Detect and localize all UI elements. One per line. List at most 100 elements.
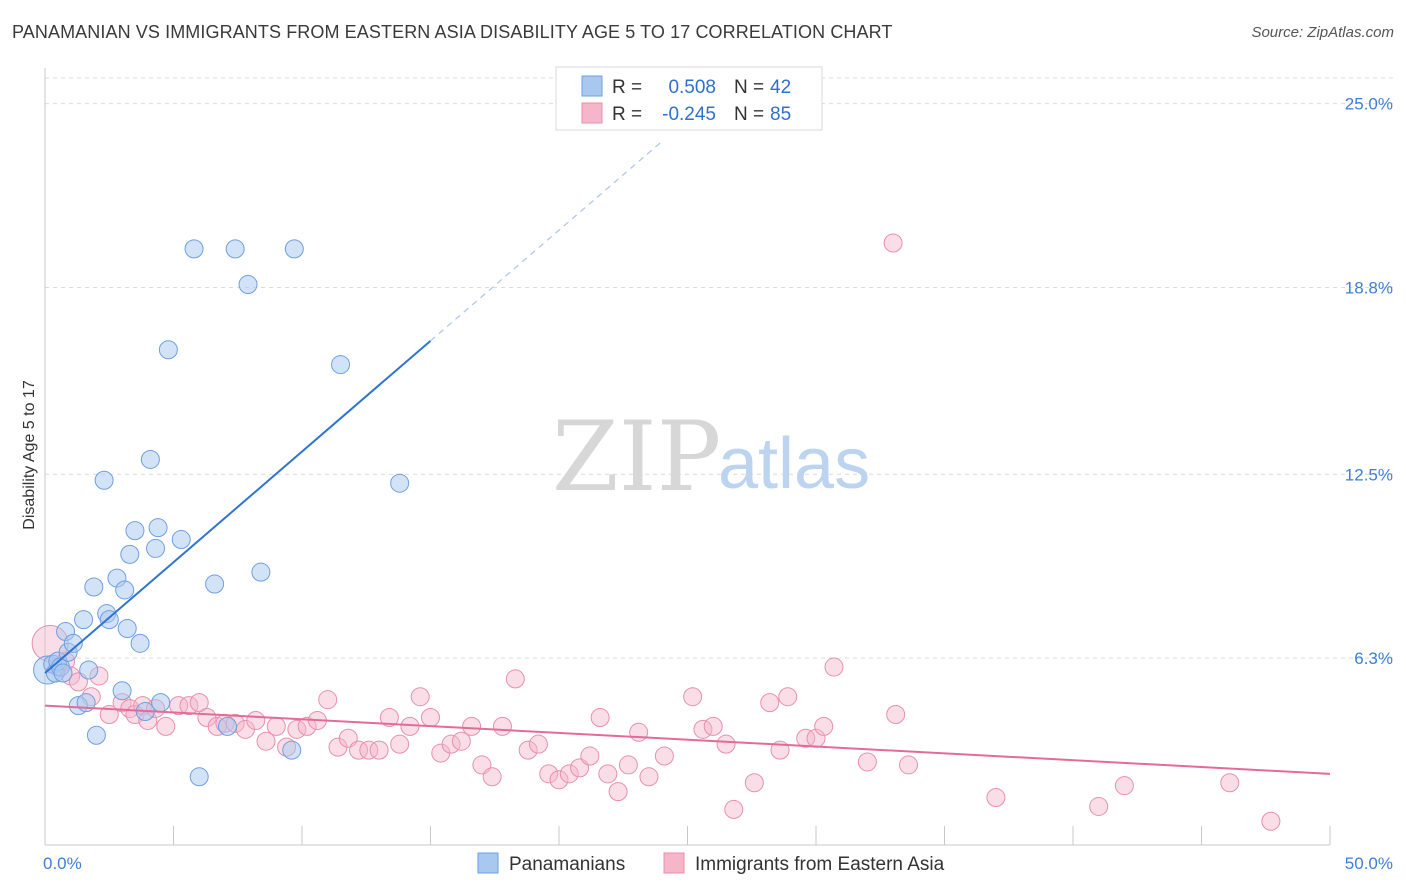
legend-r-label-pink: R =	[612, 104, 642, 125]
pink-point	[379, 707, 399, 727]
trend-lines	[44, 141, 1331, 775]
x-tick-marks	[44, 826, 1331, 845]
pink-point	[451, 731, 471, 751]
pink-point	[580, 746, 600, 766]
x-tick-label-min: 0.0%	[43, 854, 82, 873]
y-tick-labels: 6.3% 12.5% 18.8% 25.0%	[1345, 95, 1393, 669]
y-tick-label: 12.5%	[1345, 465, 1393, 484]
pink-point	[654, 746, 674, 766]
pink-point	[639, 767, 659, 787]
pink-point	[778, 687, 798, 707]
blue-point	[74, 610, 94, 630]
pink-point	[608, 782, 628, 802]
pink-point	[246, 710, 266, 730]
pink-point	[899, 755, 919, 775]
pink-point	[760, 693, 780, 713]
pink-point	[297, 716, 317, 736]
pink-point	[359, 740, 379, 760]
pink-point	[266, 716, 286, 736]
pink-point	[421, 707, 440, 727]
blue-point	[94, 470, 114, 490]
bottom-legend-label-pink: Immigrants from Eastern Asia	[695, 854, 945, 875]
blue-point	[117, 619, 137, 639]
blue-point	[148, 518, 168, 538]
pink-point	[986, 788, 1006, 808]
blue-series-points	[33, 239, 410, 787]
pink-point	[618, 755, 638, 775]
blue-point	[115, 580, 135, 600]
pink-point	[1220, 773, 1240, 793]
bottom-legend: Panamanians Immigrants from Eastern Asia	[477, 852, 945, 875]
pink-point	[505, 669, 525, 689]
pink-point	[629, 722, 649, 742]
pink-point	[256, 731, 276, 751]
y-axis-label: Disability Age 5 to 17	[21, 380, 38, 530]
pink-point	[744, 773, 764, 793]
blue-point	[86, 725, 106, 745]
pink-point	[598, 764, 618, 784]
blue-point	[99, 610, 119, 630]
legend-n-value-blue: 42	[770, 77, 791, 98]
pink-point	[349, 740, 369, 760]
blue-point	[140, 449, 160, 469]
pink-point	[492, 716, 512, 736]
pink-point	[796, 728, 816, 748]
y-tick-label: 25.0%	[1345, 95, 1393, 114]
pink-point	[590, 707, 610, 727]
pink-point	[1114, 776, 1134, 796]
pink-point	[824, 657, 844, 677]
pink-point	[549, 770, 569, 790]
blue-point	[125, 521, 145, 541]
pink-point	[156, 716, 176, 736]
pink-point	[1261, 811, 1281, 831]
legend-r-label-blue: R =	[612, 77, 642, 98]
pink-point	[703, 716, 723, 736]
pink-point	[400, 716, 420, 736]
pink-point	[814, 716, 834, 736]
legend-n-value-pink: 85	[770, 104, 791, 125]
blue-point	[184, 239, 204, 259]
pink-point	[528, 734, 548, 754]
pink-point	[857, 752, 877, 772]
pink-point	[369, 740, 389, 760]
bottom-legend-label-blue: Panamanians	[509, 854, 625, 875]
blue-trend-extension	[430, 141, 663, 342]
x-tick-label-max: 50.0%	[1345, 854, 1393, 873]
legend-r-value-pink: -0.245	[662, 104, 716, 125]
blue-point	[151, 693, 171, 713]
blue-point	[84, 577, 104, 597]
pink-point	[410, 687, 430, 707]
blue-point	[331, 355, 351, 375]
blue-point	[53, 663, 73, 683]
blue-point	[284, 239, 304, 259]
pink-point	[518, 740, 538, 760]
blue-point	[120, 544, 140, 564]
pink-point	[716, 734, 736, 754]
pink-point	[539, 764, 559, 784]
pink-point	[886, 705, 906, 725]
pink-point	[683, 687, 703, 707]
pink-series-points	[31, 233, 1281, 831]
pink-point	[883, 233, 903, 253]
y-tick-label: 6.3%	[1354, 649, 1393, 668]
bottom-legend-swatch-blue	[477, 852, 499, 874]
blue-point	[79, 660, 99, 680]
blue-point	[282, 740, 302, 760]
blue-point	[217, 716, 237, 736]
pink-point	[318, 690, 338, 710]
blue-point	[189, 767, 209, 787]
pink-point	[482, 767, 502, 787]
blue-point	[146, 538, 166, 558]
blue-point	[205, 574, 225, 594]
blue-trend-line	[44, 340, 432, 674]
blue-point	[63, 633, 83, 653]
grid-lines	[45, 77, 1395, 659]
bottom-legend-swatch-pink	[663, 852, 685, 874]
legend-swatch-blue	[581, 75, 603, 97]
blue-point	[251, 562, 271, 582]
blue-point	[158, 340, 178, 360]
pink-point	[189, 693, 209, 713]
legend-r-value-blue: 0.508	[668, 77, 716, 98]
pink-point	[390, 734, 410, 754]
